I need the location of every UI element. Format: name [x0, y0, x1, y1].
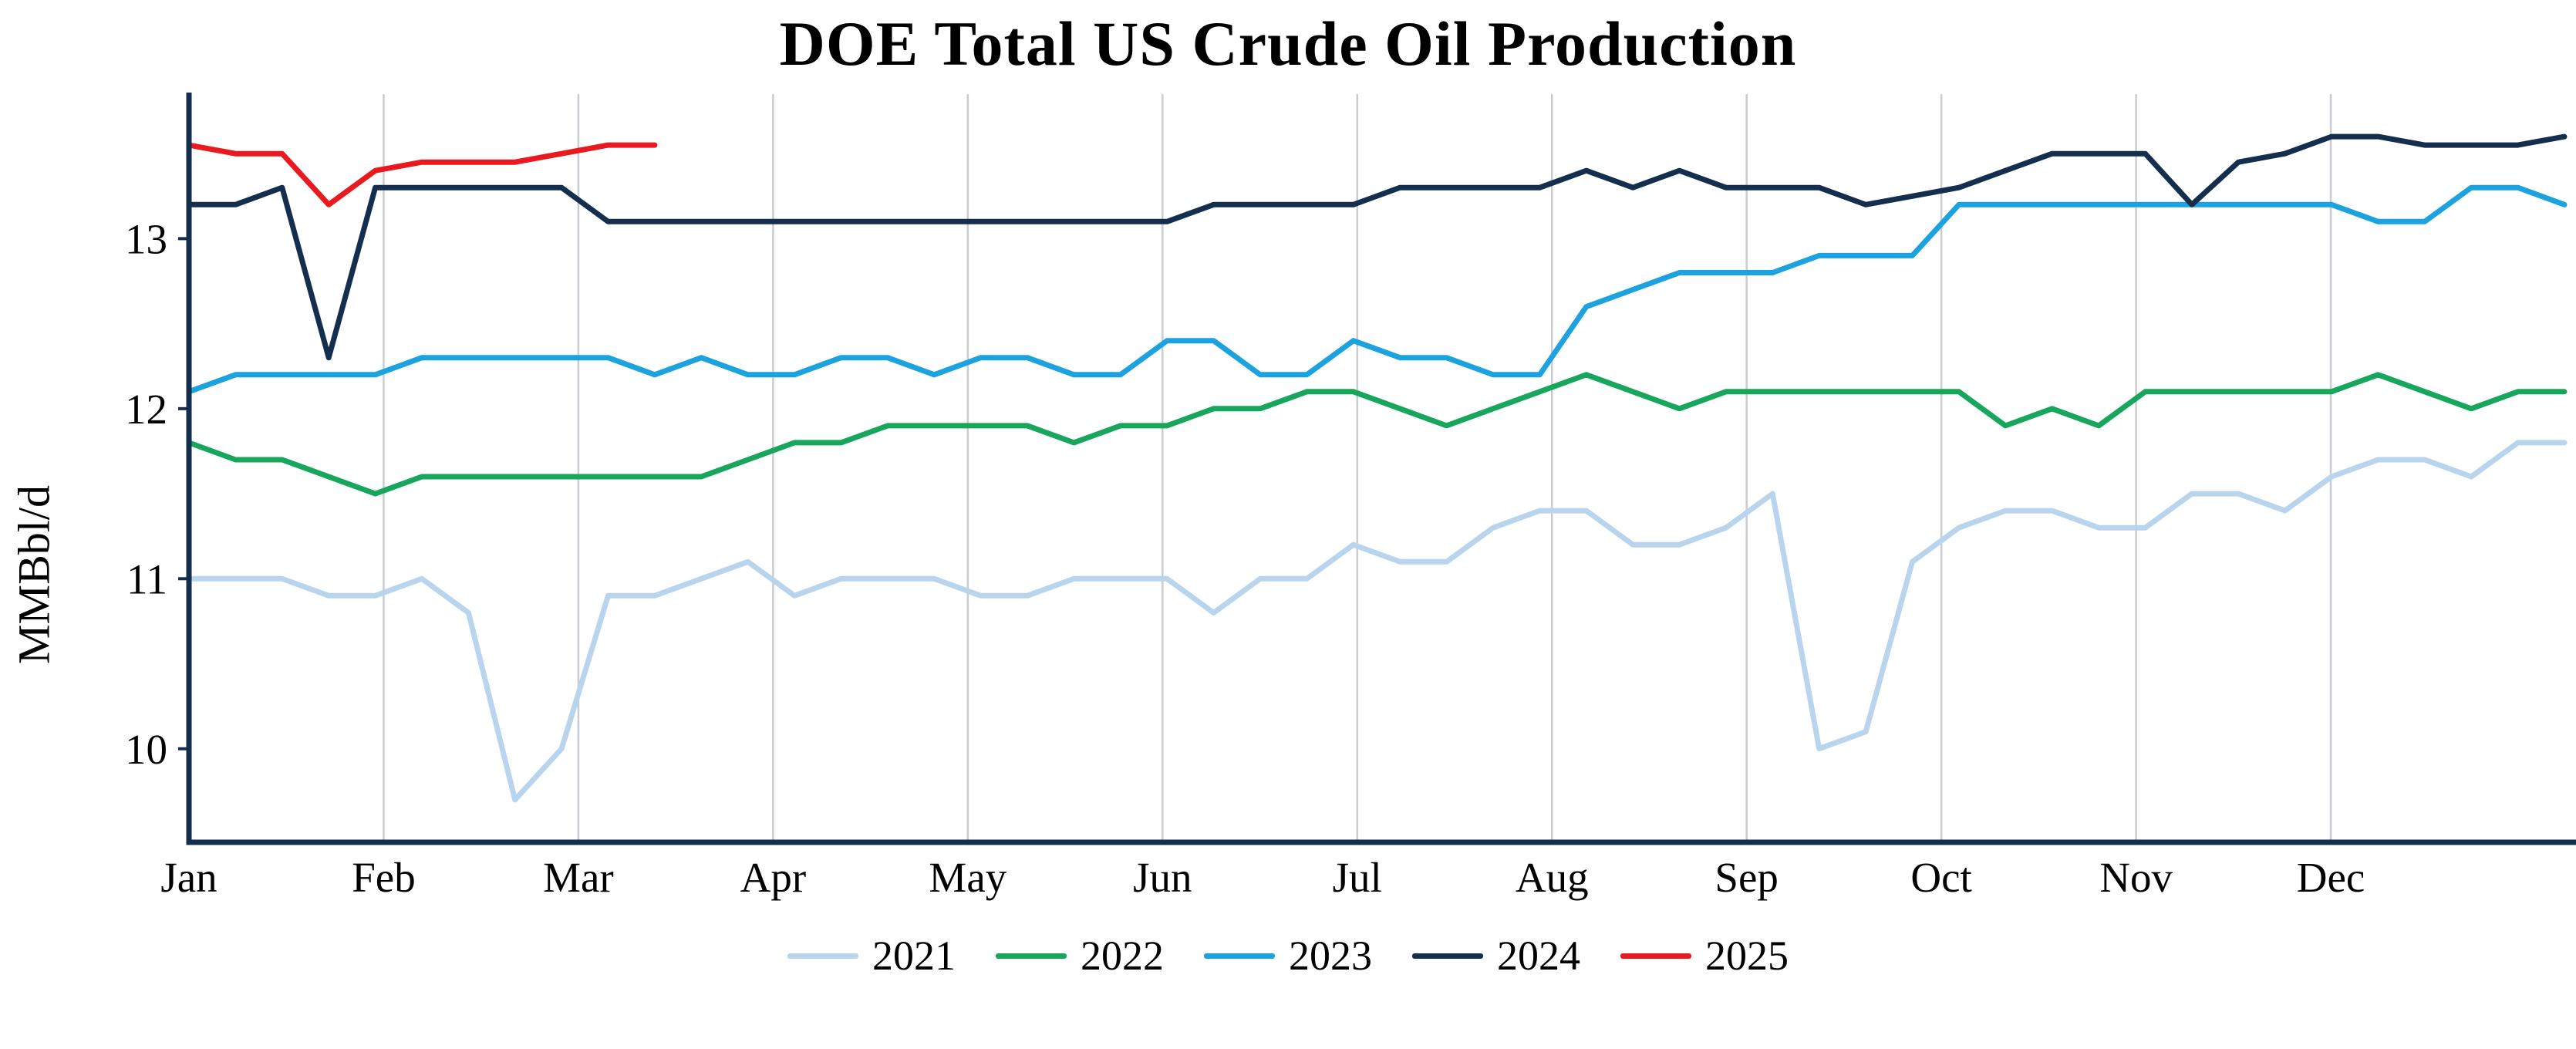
- x-tick-label: Nov: [2099, 854, 2173, 901]
- series-line-2024: [186, 133, 2568, 361]
- legend-swatch-2025: [1620, 953, 1691, 959]
- legend-swatch-2022: [996, 953, 1067, 959]
- legend-swatch-2021: [787, 953, 858, 959]
- x-tick-label: Sep: [1715, 854, 1779, 901]
- series-line-2025: [186, 142, 658, 207]
- series-line-2022: [186, 372, 2568, 497]
- legend-label-2024: 2024: [1497, 933, 1580, 979]
- legend-label-2022: 2022: [1081, 933, 1164, 979]
- x-tick-label: Aug: [1516, 854, 1589, 901]
- x-tick-label: Jan: [160, 854, 217, 901]
- y-tick-label: 13: [125, 215, 167, 262]
- legend-item-2023: 2023: [1204, 932, 1372, 980]
- x-tick-label: Jun: [1133, 854, 1192, 901]
- x-tick-label: May: [929, 854, 1006, 901]
- x-tick-label: Jul: [1333, 854, 1382, 901]
- legend-label-2021: 2021: [872, 933, 956, 979]
- legend-item-2021: 2021: [787, 932, 956, 980]
- x-tick-label: Mar: [543, 854, 614, 901]
- legend-swatch-2023: [1204, 953, 1275, 959]
- x-tick-label: Dec: [2297, 854, 2365, 901]
- series-line-2023: [186, 184, 2568, 395]
- x-tick-label: Oct: [1910, 854, 1971, 901]
- series-line-2021: [186, 440, 2568, 803]
- chart-title: DOE Total US Crude Oil Production: [779, 8, 1797, 79]
- legend-item-2024: 2024: [1412, 932, 1580, 980]
- x-tick-label: Feb: [352, 854, 416, 901]
- y-tick-label: 11: [126, 555, 167, 602]
- legend-label-2025: 2025: [1705, 933, 1789, 979]
- y-tick-label: 12: [125, 386, 167, 433]
- legend: 2021 2022 2023 2024 2025: [0, 932, 2576, 980]
- legend-item-2025: 2025: [1620, 932, 1789, 980]
- y-tick-label: 10: [125, 726, 167, 773]
- legend-swatch-2024: [1412, 953, 1483, 959]
- x-tick-label: Apr: [740, 854, 807, 901]
- legend-label-2023: 2023: [1289, 933, 1372, 979]
- legend-item-2022: 2022: [996, 932, 1164, 980]
